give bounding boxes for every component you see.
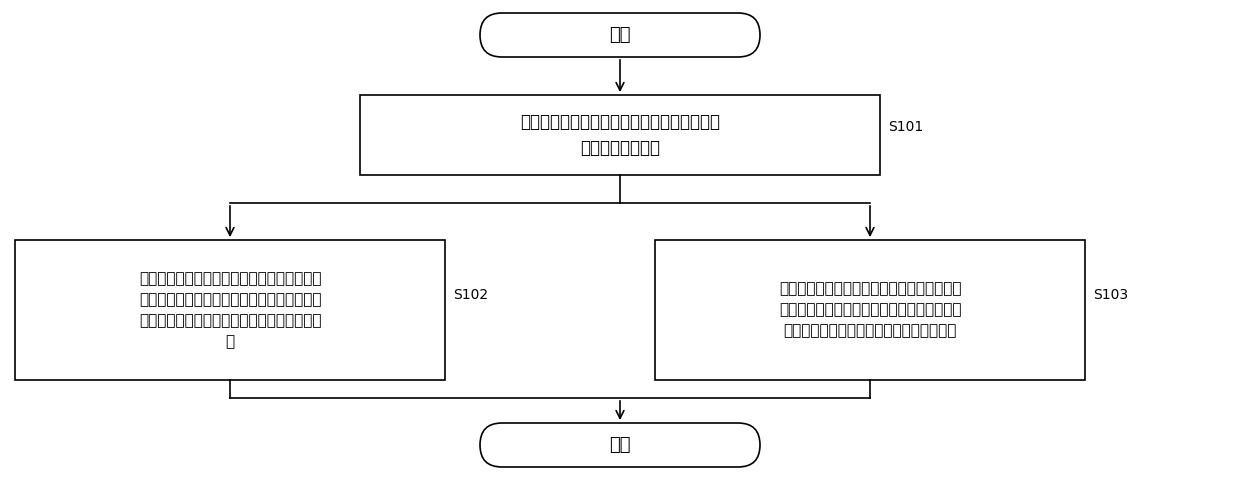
FancyBboxPatch shape	[480, 13, 760, 57]
FancyBboxPatch shape	[480, 423, 760, 467]
Text: 开始: 开始	[609, 26, 631, 44]
Bar	[655, 240, 1085, 380]
Text: S102: S102	[453, 288, 489, 302]
Text: S103: S103	[1092, 288, 1128, 302]
Text: 当第一测试要求为非接触测试时，关闭双界面
读写器的接触界面通讯，延时第一预设时长后
，打开非接触界面通讯执行非接触界面案例测
试: 当第一测试要求为非接触测试时，关闭双界面 读写器的接触界面通讯，延时第一预设时长…	[139, 271, 321, 349]
Text: 当第一测试要求为接触测试时，关闭双界面读
写器的非接触界面通讯，延时第二预设时长后
，打开接触界面通讯执行接触界面案例测试: 当第一测试要求为接触测试时，关闭双界面读 写器的非接触界面通讯，延时第二预设时长…	[779, 281, 961, 338]
Bar	[360, 95, 880, 175]
Text: S101: S101	[888, 120, 924, 134]
Text: 接收第一测试要求，确定第一测试要求为接触
测试或非接触测试: 接收第一测试要求，确定第一测试要求为接触 测试或非接触测试	[520, 113, 720, 156]
Text: 结束: 结束	[609, 436, 631, 454]
Bar	[15, 240, 445, 380]
